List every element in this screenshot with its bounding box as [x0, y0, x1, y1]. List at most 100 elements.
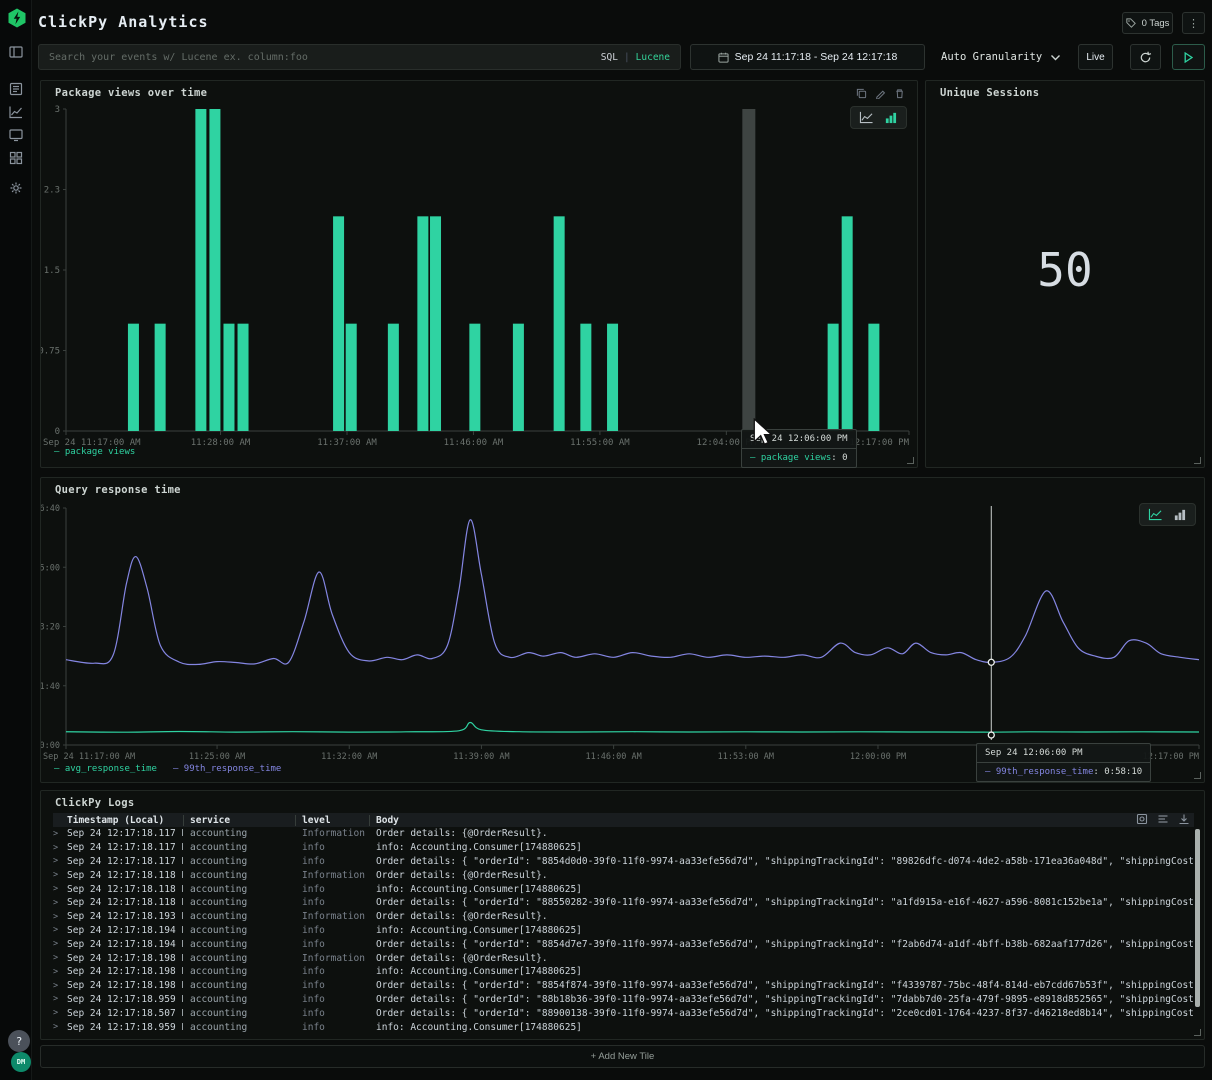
sidebar-item-settings[interactable] [8, 180, 24, 196]
expand-chevron-icon[interactable]: > [53, 911, 59, 922]
log-row[interactable]: > Sep 24 12:17:18.198 PM accounting Informa… [53, 951, 1194, 965]
bar[interactable] [868, 323, 880, 431]
resize-handle[interactable] [1194, 457, 1201, 464]
query-response-chart[interactable]: :00:00:41:40:23:20:05:00:46:40 Sep 24 11:… [41, 500, 1204, 762]
bar[interactable] [223, 323, 235, 431]
log-row[interactable]: > Sep 24 12:17:18.507 PM accounting info Ord… [53, 1006, 1194, 1020]
date-range-picker[interactable]: Sep 24 11:17:18 - Sep 24 12:17:18 [690, 44, 925, 70]
bar[interactable] [154, 323, 166, 431]
bar[interactable] [333, 216, 345, 431]
expand-chevron-icon[interactable]: > [53, 1022, 59, 1033]
bar[interactable] [237, 323, 249, 431]
expand-chevron-icon[interactable]: > [53, 994, 59, 1005]
series-line-99th_response_time[interactable] [65, 519, 1200, 666]
search-input[interactable]: Search your events w/ Lucene ex. column:… [38, 44, 681, 70]
sidebar-item-panels[interactable] [8, 44, 24, 60]
expand-chevron-icon[interactable]: > [53, 870, 59, 881]
edit-icon[interactable] [875, 88, 886, 99]
refresh-button[interactable] [1130, 44, 1161, 70]
copy-icon[interactable] [856, 88, 867, 99]
run-query-button[interactable] [1172, 44, 1205, 70]
bar[interactable] [469, 323, 481, 431]
log-level: info [302, 883, 325, 895]
overflow-menu-button[interactable]: ⋮ [1182, 12, 1205, 34]
bar[interactable] [580, 323, 592, 431]
line-chart-icon[interactable] [1148, 508, 1163, 521]
log-row[interactable]: > Sep 24 12:17:18.194 PM accounting info Ord… [53, 937, 1194, 951]
search-mode-sql[interactable]: SQL [600, 51, 618, 63]
bar-chart-icon[interactable] [883, 111, 898, 124]
line-chart-icon[interactable] [859, 111, 874, 124]
log-row[interactable]: > Sep 24 12:17:18.118 PM accounting info Ord… [53, 896, 1194, 910]
log-row[interactable]: > Sep 24 12:17:18.117 PM accounting info Ord… [53, 855, 1194, 869]
log-row[interactable]: > Sep 24 12:17:18.193 PM accounting Informa… [53, 910, 1194, 924]
tags-button[interactable]: 0 Tags [1122, 12, 1173, 34]
legend-item[interactable]: — package views [54, 447, 136, 457]
column-timestamp[interactable]: Timestamp (Local) [67, 814, 165, 826]
expand-chevron-icon[interactable]: > [53, 953, 59, 964]
delete-icon[interactable] [894, 88, 905, 99]
bar[interactable] [430, 216, 442, 431]
expand-chevron-icon[interactable]: > [53, 1008, 59, 1019]
bar[interactable] [127, 323, 139, 431]
bar[interactable] [553, 216, 565, 431]
sidebar-item-monitor[interactable] [8, 127, 24, 143]
expand-chevron-icon[interactable]: > [53, 828, 59, 839]
sidebar: ? DM [0, 0, 32, 1080]
expand-chevron-icon[interactable]: > [53, 884, 59, 895]
log-row[interactable]: > Sep 24 12:17:18.198 PM accounting info inf… [53, 965, 1194, 979]
granularity-dropdown[interactable]: Auto Granularity [937, 44, 1065, 70]
column-level[interactable]: level [295, 814, 369, 826]
column-body[interactable]: Body [369, 814, 1194, 826]
expand-view-icon[interactable] [1136, 813, 1148, 825]
bar[interactable] [345, 323, 357, 431]
legend-item[interactable]: — avg_response_time [54, 764, 157, 774]
bar[interactable] [512, 323, 524, 431]
resize-handle[interactable] [1194, 1029, 1201, 1036]
log-row[interactable]: > Sep 24 12:17:18.118 PM accounting Informa… [53, 868, 1194, 882]
bar[interactable] [387, 323, 399, 431]
search-mode-lucene[interactable]: Lucene [635, 51, 670, 63]
log-row[interactable]: > Sep 24 12:17:18.194 PM accounting info inf… [53, 924, 1194, 938]
bar-chart-icon[interactable] [1172, 508, 1187, 521]
log-row[interactable]: > Sep 24 12:17:18.198 PM accounting info Ord… [53, 979, 1194, 993]
expand-chevron-icon[interactable]: > [53, 925, 59, 936]
log-row[interactable]: > Sep 24 12:17:18.959 PM accounting info inf… [53, 1020, 1194, 1034]
log-timestamp: Sep 24 12:17:18.118 PM [67, 897, 183, 909]
column-service[interactable]: service [183, 814, 295, 826]
log-row[interactable]: > Sep 24 12:17:18.118 PM accounting info inf… [53, 882, 1194, 896]
resize-handle[interactable] [1194, 772, 1201, 779]
logs-scrollbar[interactable] [1195, 829, 1200, 1027]
package-views-chart[interactable]: 0 0.75 1.5 2.3 3 Sep 24 11:17:00 AM 11:28:00 A… [41, 105, 917, 447]
live-button[interactable]: Live [1078, 44, 1113, 70]
column-settings-icon[interactable] [1157, 813, 1169, 825]
expand-chevron-icon[interactable]: > [53, 856, 59, 867]
expand-chevron-icon[interactable]: > [53, 939, 59, 950]
series-line-avg_response_time[interactable] [65, 721, 1200, 733]
log-service: accounting [190, 993, 248, 1005]
download-icon[interactable] [1178, 813, 1190, 825]
bar[interactable] [841, 216, 853, 431]
sidebar-item-charts[interactable] [8, 104, 24, 120]
sidebar-item-dashboards[interactable] [8, 150, 24, 166]
sidebar-item-logs[interactable] [8, 81, 24, 97]
bar[interactable] [195, 109, 207, 431]
expand-chevron-icon[interactable]: > [53, 980, 59, 991]
bar[interactable] [607, 323, 619, 431]
log-row[interactable]: > Sep 24 12:17:18.117 PM accounting Informa… [53, 827, 1194, 841]
app-logo-icon[interactable] [7, 8, 27, 28]
help-button[interactable]: ? [8, 1030, 30, 1052]
log-row[interactable]: > Sep 24 12:17:18.959 PM accounting info Ord… [53, 993, 1194, 1007]
user-avatar[interactable]: DM [11, 1052, 31, 1072]
expand-chevron-icon[interactable]: > [53, 897, 59, 908]
resize-handle[interactable] [907, 457, 914, 464]
bar[interactable] [827, 323, 839, 431]
expand-chevron-icon[interactable]: > [53, 966, 59, 977]
legend-item[interactable]: — 99th_response_time [172, 764, 282, 774]
expand-chevron-icon[interactable]: > [53, 842, 59, 853]
scrollbar-thumb[interactable] [1195, 829, 1200, 1007]
log-row[interactable]: > Sep 24 12:17:18.117 PM accounting info inf… [53, 841, 1194, 855]
add-new-tile-button[interactable]: + Add New Tile [40, 1045, 1205, 1068]
bar[interactable] [209, 109, 221, 431]
bar[interactable] [417, 216, 429, 431]
